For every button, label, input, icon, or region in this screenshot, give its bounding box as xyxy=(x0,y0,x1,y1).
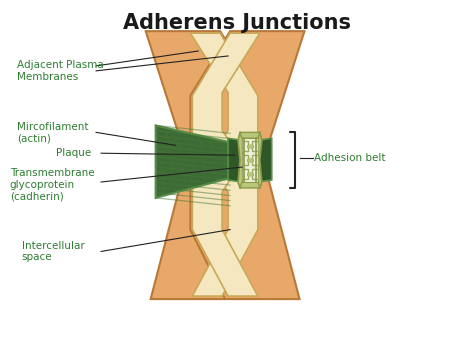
Polygon shape xyxy=(242,155,248,165)
Polygon shape xyxy=(252,169,258,179)
Polygon shape xyxy=(191,33,258,296)
Text: Transmembrane
glycoprotein
(cadherin): Transmembrane glycoprotein (cadherin) xyxy=(10,168,94,202)
Text: Mircofilament
(actin): Mircofilament (actin) xyxy=(17,122,88,143)
Polygon shape xyxy=(240,182,260,188)
Text: Adherens Junctions: Adherens Junctions xyxy=(123,13,351,33)
Polygon shape xyxy=(228,138,242,182)
Text: Plaque: Plaque xyxy=(56,148,91,158)
Polygon shape xyxy=(191,31,304,299)
Polygon shape xyxy=(146,31,260,299)
Polygon shape xyxy=(250,132,262,188)
Polygon shape xyxy=(252,141,258,151)
Polygon shape xyxy=(155,125,230,198)
Polygon shape xyxy=(240,132,260,138)
Polygon shape xyxy=(192,33,260,296)
Polygon shape xyxy=(155,125,230,198)
Text: Intercellular
space: Intercellular space xyxy=(22,240,84,262)
Polygon shape xyxy=(242,169,248,179)
Polygon shape xyxy=(242,141,248,151)
Polygon shape xyxy=(258,138,272,182)
Polygon shape xyxy=(238,132,252,188)
Text: Adjacent Plasma
Membranes: Adjacent Plasma Membranes xyxy=(17,60,103,82)
Text: Adhesion belt: Adhesion belt xyxy=(314,153,386,163)
Polygon shape xyxy=(242,138,258,182)
Polygon shape xyxy=(252,155,258,165)
